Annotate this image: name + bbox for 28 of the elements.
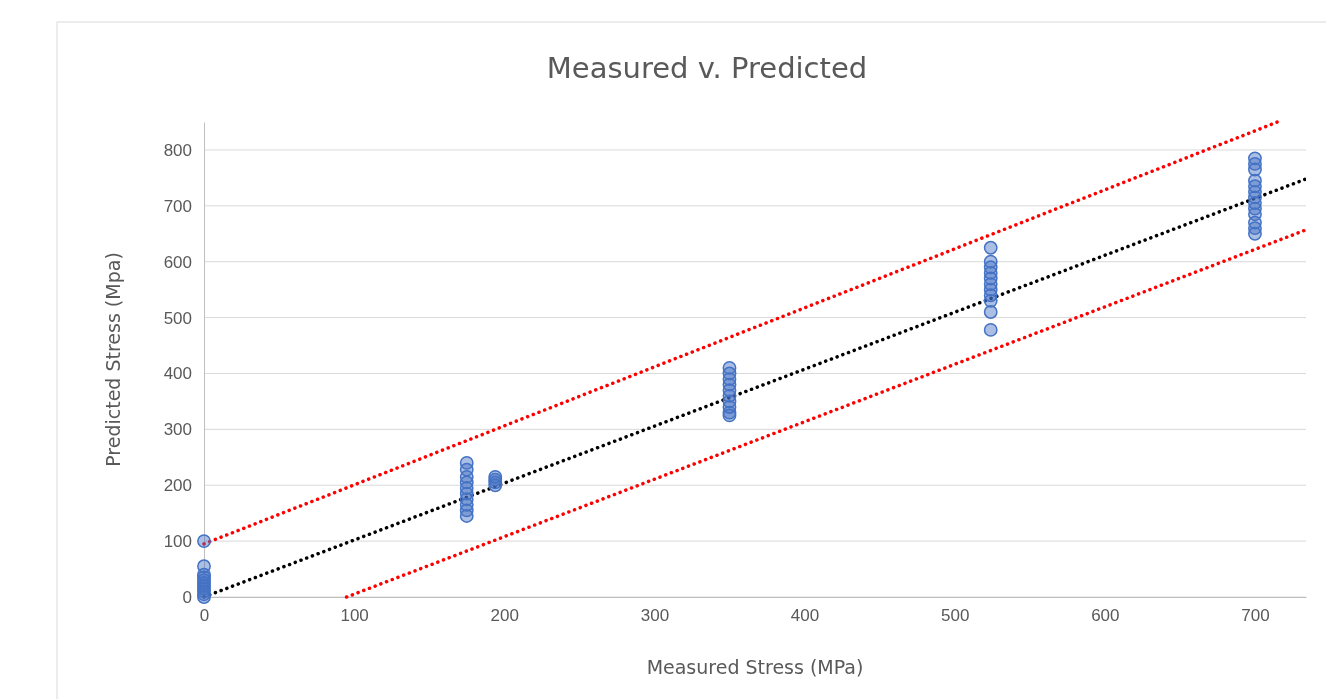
y-tick-label: 500 <box>163 308 192 328</box>
chart-title: Measured v. Predicted <box>546 51 868 85</box>
y-tick-label: 300 <box>163 420 192 440</box>
x-tick-label: 300 <box>640 606 670 626</box>
x-tick-label: 100 <box>340 606 369 626</box>
point <box>1248 162 1262 177</box>
y-tick-label: 800 <box>163 140 192 160</box>
point <box>983 322 998 337</box>
x-axis-title: Measured Stress (MPa) <box>646 656 864 678</box>
point <box>1248 226 1262 241</box>
y-tick-label: 600 <box>163 252 192 272</box>
x-tick-label: 200 <box>490 606 519 626</box>
point <box>983 293 998 308</box>
x-tick-label: 0 <box>199 606 210 626</box>
y-tick-label: 100 <box>163 532 192 552</box>
point <box>197 534 211 549</box>
y-tick-label: 200 <box>163 476 192 496</box>
x-tick-label: 400 <box>790 606 820 626</box>
y-tick-label: 700 <box>163 196 192 216</box>
point <box>983 240 998 255</box>
x-tick-label: 500 <box>940 606 970 626</box>
y-tick-label: 400 <box>163 364 192 384</box>
point <box>459 509 474 523</box>
point <box>983 305 998 319</box>
y-tick-label: 0 <box>182 587 192 607</box>
x-tick-label: 700 <box>1241 606 1270 626</box>
y-axis-title: Predicted Stress (Mpa) <box>102 252 124 467</box>
x-tick-label: 600 <box>1091 606 1120 626</box>
